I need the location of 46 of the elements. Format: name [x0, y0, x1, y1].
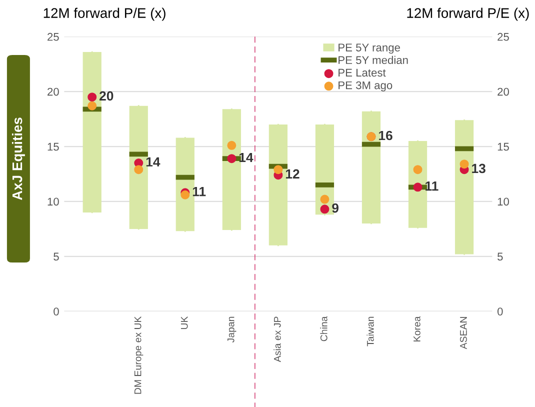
data-label: 13: [472, 164, 486, 174]
y2-tick-label: 0: [497, 308, 503, 316]
x-tick-label: China: [320, 316, 328, 342]
data-label: 9: [332, 203, 339, 213]
y2-tick-label: 20: [498, 88, 509, 96]
y2-tick-label: 10: [498, 198, 509, 206]
data-label: 12: [286, 169, 300, 179]
point: [413, 165, 422, 174]
point: [274, 165, 283, 174]
point: [413, 182, 422, 192]
y2-tick-label: 15: [498, 142, 509, 151]
y-tick-label: 25: [48, 32, 59, 41]
y-tick-label: 20: [48, 88, 59, 96]
data-label: 14: [239, 152, 254, 162]
legend-label: PE Latest: [338, 68, 386, 77]
legend-label: PE 3M ago: [338, 81, 392, 92]
legend-label: PE 5Y median: [338, 56, 408, 64]
y-tick-label: 5: [54, 252, 59, 261]
y-tick-label: 0: [54, 308, 59, 316]
x-tick-label: Korea: [414, 316, 420, 342]
data-label: 16: [379, 130, 392, 140]
point: [320, 194, 330, 204]
y2-tick-label: 5: [498, 252, 503, 261]
point: [227, 154, 236, 164]
x-tick-label: DM Europe ex UK: [134, 316, 144, 394]
y-axis-title: 12M forward P/E (x): [44, 8, 166, 21]
y-tick-label: 15: [48, 142, 59, 151]
data-label: 20: [100, 91, 114, 101]
y2-axis-title: 12M forward P/E (x): [407, 8, 529, 21]
point: [460, 160, 469, 169]
data-label: 11: [192, 187, 206, 196]
point: [134, 165, 144, 174]
point: [88, 92, 97, 102]
x-tick-label: UK: [180, 316, 188, 329]
x-tick-label: Asia ex JP: [274, 316, 281, 362]
y-tick-label: 10: [48, 198, 59, 206]
y2-tick-label: 25: [498, 32, 509, 41]
point: [88, 101, 97, 110]
legend-label: PE 5Y range: [338, 44, 400, 54]
data-label: 14: [146, 157, 160, 166]
x-tick-label: ASEAN: [460, 317, 467, 350]
point: [227, 140, 236, 150]
x-tick-label: Taiwan: [366, 316, 374, 346]
x-tick-label: Japan: [228, 316, 236, 343]
text: AxJ Equities: [12, 118, 25, 200]
point: [320, 204, 330, 214]
